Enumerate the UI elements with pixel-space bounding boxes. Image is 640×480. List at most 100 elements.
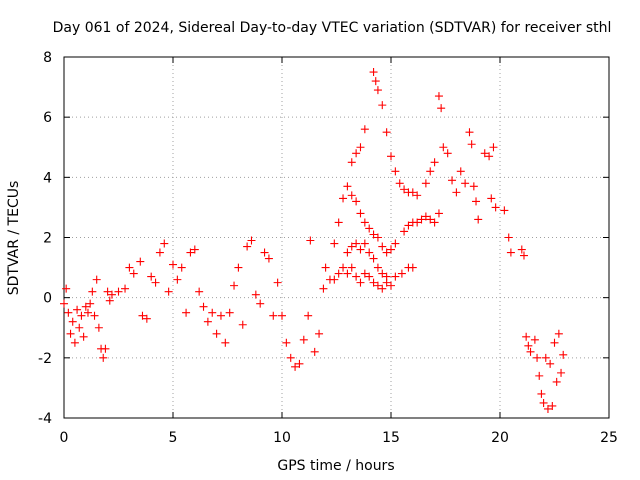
data-point — [552, 377, 561, 386]
data-point — [136, 257, 145, 266]
data-point — [169, 260, 177, 269]
data-point — [543, 404, 552, 413]
x-axis-label: GPS time / hours — [277, 458, 394, 474]
data-point — [559, 350, 568, 359]
data-point — [539, 398, 548, 407]
data-point — [535, 371, 544, 380]
data-point — [352, 149, 361, 158]
data-point — [373, 86, 382, 95]
data-point — [369, 230, 378, 239]
data-point — [452, 188, 461, 197]
data-point — [101, 344, 110, 353]
data-point — [230, 281, 239, 290]
data-point — [519, 251, 528, 260]
data-point — [269, 311, 278, 320]
data-point — [88, 287, 97, 296]
data-point — [304, 311, 313, 320]
data-point — [315, 329, 324, 338]
data-point — [360, 239, 369, 248]
data-point — [221, 338, 230, 347]
data-point — [234, 263, 243, 272]
data-point — [356, 278, 365, 287]
data-point — [343, 182, 352, 191]
data-point — [339, 194, 348, 203]
data-point — [105, 296, 114, 305]
data-point — [487, 194, 496, 203]
data-point — [387, 245, 395, 254]
data-point — [216, 311, 225, 320]
x-tick-label: 20 — [491, 430, 509, 446]
data-point — [413, 191, 422, 200]
data-point — [264, 254, 273, 263]
x-tick-label: 10 — [273, 430, 291, 446]
data-point — [369, 278, 378, 287]
data-point — [437, 104, 446, 113]
data-point — [404, 221, 413, 230]
data-point — [339, 263, 348, 272]
data-point — [382, 272, 391, 281]
data-point — [260, 248, 269, 257]
data-point — [238, 320, 247, 329]
data-point — [347, 158, 356, 167]
data-point — [208, 308, 217, 317]
data-point — [66, 329, 75, 338]
data-point — [378, 284, 387, 293]
data-point — [530, 335, 539, 344]
data-point — [434, 92, 443, 101]
data-point — [448, 176, 457, 185]
data-point — [391, 239, 400, 248]
data-point — [517, 245, 526, 254]
data-point — [373, 263, 382, 272]
data-point — [378, 269, 387, 278]
data-point — [99, 353, 108, 362]
data-point — [360, 218, 369, 227]
data-point — [408, 188, 417, 197]
data-point — [182, 308, 191, 317]
data-point — [173, 275, 182, 284]
data-point — [426, 215, 435, 224]
data-point — [382, 128, 391, 137]
data-point — [439, 143, 448, 152]
data-point — [506, 248, 515, 257]
data-point — [526, 347, 535, 356]
data-point — [467, 140, 476, 149]
y-tick-label: 6 — [43, 110, 52, 126]
data-point — [500, 206, 509, 215]
data-point — [282, 338, 291, 347]
data-point — [68, 317, 77, 326]
y-tick-label: 4 — [43, 170, 52, 186]
data-point — [546, 359, 555, 368]
data-point — [474, 215, 483, 224]
y-tick-label: -4 — [38, 411, 52, 427]
data-point — [408, 263, 417, 272]
data-point — [356, 245, 365, 254]
data-point — [400, 227, 409, 236]
data-point — [369, 68, 378, 77]
x-tick-label: 5 — [169, 430, 178, 446]
data-points — [60, 68, 568, 413]
data-point — [541, 353, 550, 362]
data-point — [62, 284, 71, 293]
data-point — [443, 149, 452, 158]
data-point — [103, 287, 112, 296]
data-point — [125, 263, 134, 272]
data-point — [334, 218, 343, 227]
data-point — [347, 263, 356, 272]
data-point — [378, 101, 387, 110]
data-point — [319, 284, 328, 293]
grid — [64, 57, 609, 418]
data-point — [129, 269, 138, 278]
chart-title: Day 061 of 2024, Sidereal Day-to-day VTE… — [53, 20, 612, 36]
data-point — [77, 311, 86, 320]
x-tick-label: 15 — [382, 430, 400, 446]
data-point — [557, 368, 566, 377]
data-point — [360, 269, 369, 278]
data-point — [321, 263, 330, 272]
data-point — [426, 167, 435, 176]
data-point — [299, 335, 308, 344]
data-point — [391, 272, 400, 281]
data-point — [548, 401, 557, 410]
data-point — [310, 347, 319, 356]
data-point — [434, 209, 443, 218]
data-point — [330, 275, 339, 284]
